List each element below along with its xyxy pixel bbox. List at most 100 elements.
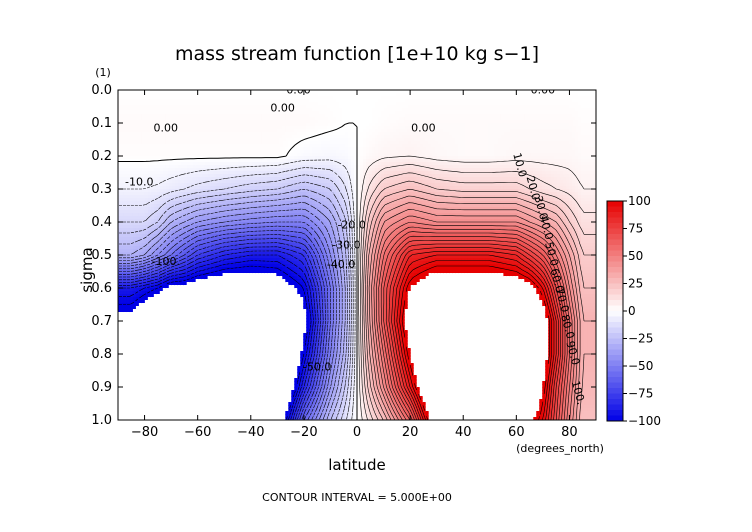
field-cell: [243, 240, 248, 244]
field-cell: [195, 363, 200, 367]
field-cell: [228, 99, 233, 103]
field-cell: [216, 336, 221, 340]
field-cell: [186, 300, 191, 304]
field-cell: [240, 315, 245, 319]
field-cell: [237, 240, 242, 244]
field-cell: [150, 360, 155, 364]
field-cell: [135, 126, 140, 130]
field-cell: [174, 141, 179, 145]
field-cell: [144, 135, 149, 139]
field-cell: [234, 264, 239, 268]
field-cell: [162, 378, 167, 382]
field-cell: [126, 297, 131, 301]
field-cell: [228, 237, 233, 241]
field-cell: [171, 120, 176, 124]
field-cell: [201, 102, 206, 106]
field-cell: [144, 378, 149, 382]
field-cell: [171, 180, 176, 184]
field-cell: [210, 402, 215, 406]
field-cell: [216, 300, 221, 304]
field-cell: [234, 207, 239, 211]
field-cell: [141, 291, 146, 295]
field-cell: [243, 273, 248, 277]
field-cell: [198, 186, 203, 190]
field-cell: [159, 339, 164, 343]
field-cell: [144, 414, 149, 418]
field-cell: [189, 255, 194, 259]
field-cell: [198, 414, 203, 418]
field-cell: [123, 165, 128, 169]
field-cell: [231, 168, 236, 172]
field-cell: [219, 96, 224, 100]
field-cell: [243, 267, 248, 271]
field-cell: [213, 249, 218, 253]
field-cell: [213, 183, 218, 187]
field-cell: [120, 402, 125, 406]
field-cell: [180, 381, 185, 385]
field-cell: [198, 330, 203, 334]
field-cell: [231, 306, 236, 310]
field-cell: [141, 411, 146, 415]
field-cell: [192, 183, 197, 187]
field-cell: [216, 276, 221, 280]
field-cell: [171, 408, 176, 412]
field-cell: [213, 315, 218, 319]
field-cell: [237, 108, 242, 112]
field-cell: [213, 288, 218, 292]
field-cell: [195, 201, 200, 205]
field-cell: [240, 330, 245, 334]
field-cell: [183, 258, 188, 262]
field-cell: [141, 105, 146, 109]
field-cell: [240, 348, 245, 352]
field-cell: [126, 261, 131, 265]
field-cell: [198, 264, 203, 268]
field-cell: [243, 111, 248, 115]
field-cell: [210, 384, 215, 388]
field-cell: [165, 300, 170, 304]
field-cell: [144, 360, 149, 364]
field-cell: [132, 276, 137, 280]
field-cell: [195, 399, 200, 403]
field-cell: [126, 174, 131, 178]
field-cell: [150, 258, 155, 262]
field-cell: [159, 192, 164, 196]
field-cell: [162, 195, 167, 199]
field-cell: [189, 384, 194, 388]
field-cell: [195, 318, 200, 322]
field-cell: [192, 174, 197, 178]
field-cell: [228, 378, 233, 382]
field-cell: [153, 291, 158, 295]
field-cell: [201, 390, 206, 394]
field-cell: [177, 213, 182, 217]
field-cell: [213, 153, 218, 157]
field-cell: [183, 282, 188, 286]
field-cell: [138, 342, 143, 346]
field-cell: [213, 339, 218, 343]
field-cell: [171, 327, 176, 331]
field-cell: [183, 159, 188, 163]
field-cell: [135, 162, 140, 166]
field-cell: [219, 231, 224, 235]
field-cell: [144, 372, 149, 376]
field-cell: [118, 243, 122, 247]
field-cell: [231, 342, 236, 346]
field-cell: [201, 165, 206, 169]
field-cell: [201, 276, 206, 280]
field-cell: [168, 297, 173, 301]
field-cell: [126, 99, 131, 103]
field-cell: [222, 324, 227, 328]
field-cell: [219, 366, 224, 370]
field-cell: [243, 150, 248, 154]
field-cell: [231, 294, 236, 298]
field-cell: [132, 159, 137, 163]
field-cell: [144, 123, 149, 127]
field-cell: [180, 267, 185, 271]
field-cell: [162, 375, 167, 379]
field-cell: [165, 141, 170, 145]
field-cell: [147, 273, 152, 277]
field-cell: [198, 171, 203, 175]
field-cell: [210, 276, 215, 280]
field-cell: [228, 315, 233, 319]
field-cell: [177, 357, 182, 361]
field-cell: [213, 312, 218, 316]
